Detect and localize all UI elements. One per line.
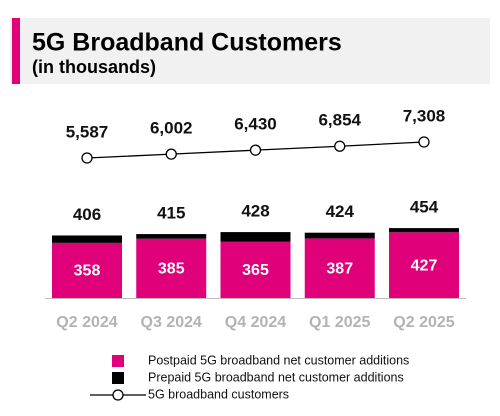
header-background [10,18,490,84]
total-label: 415 [157,204,185,223]
segment-label: 365 [242,262,269,279]
legend-label: Postpaid 5G broadband net customer addit… [148,353,409,367]
x-tick-label: Q3 2024 [141,314,202,331]
bar-segment [304,238,375,298]
bar-segment [52,235,122,243]
x-tick-label: Q1 2025 [309,314,370,331]
x-tick-label: Q2 2025 [393,314,454,331]
line-point [418,136,430,148]
segment-label: 387 [326,260,353,277]
line-label: 5,587 [66,122,109,141]
line-point [165,148,177,160]
line-label: 7,308 [403,106,446,125]
bar-segment [136,238,207,298]
line-label: 6,854 [318,111,361,130]
chart-subtitle: (in thousands) [32,57,156,77]
legend-marker [112,389,124,401]
legend-swatch [112,355,124,367]
line-point [249,144,262,156]
x-tick-label: Q4 2024 [225,314,286,331]
line-label: 6,430 [234,115,277,134]
bar-segment [52,242,122,298]
segment-label: 427 [411,257,438,274]
legend-label: Prepaid 5G broadband net customer additi… [148,370,404,384]
bar-segment [389,232,459,298]
header-accent [12,18,20,84]
bar-segment [389,228,459,233]
bar-segment [220,241,291,298]
bar-segment [220,232,291,242]
total-label: 406 [73,205,101,224]
line-label: 6,002 [150,119,193,138]
x-tick-label: Q2 2024 [56,314,117,331]
segment-label: 358 [74,263,101,280]
total-label: 424 [326,202,355,221]
segment-label: 385 [158,261,185,278]
chart-title: 5G Broadband Customers [32,29,342,57]
legend-label: 5G broadband customers [148,387,289,401]
bar-segment [136,234,207,239]
total-label: 428 [241,202,269,221]
bar-segment [304,232,375,239]
total-label: 454 [410,198,439,217]
line-point [334,140,346,152]
line-point [81,152,93,164]
legend-swatch [112,372,124,384]
